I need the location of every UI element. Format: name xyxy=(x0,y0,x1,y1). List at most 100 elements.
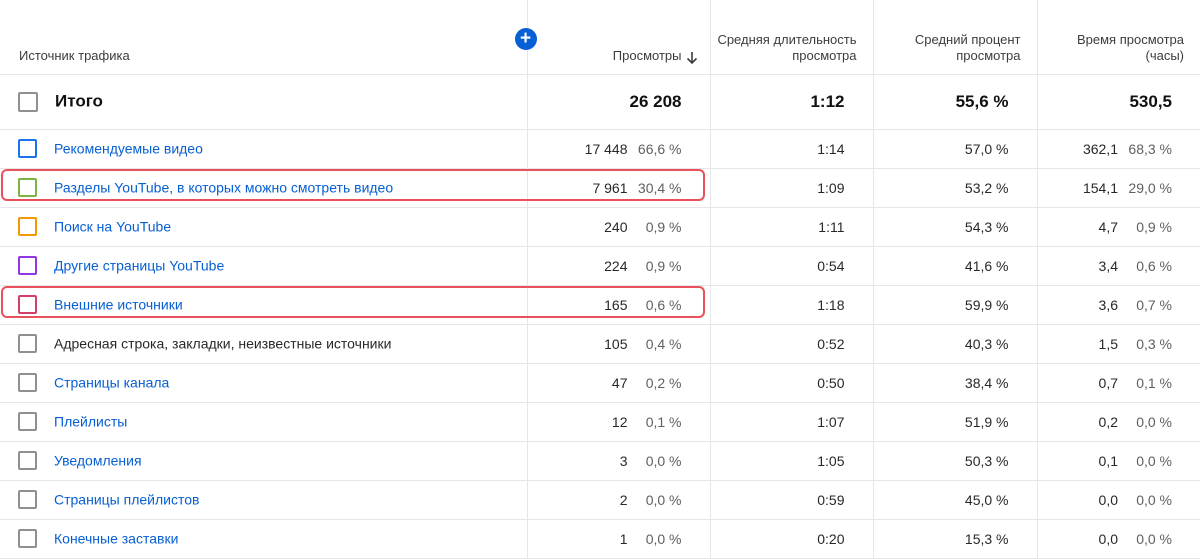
views-percent: 0,0 % xyxy=(645,530,682,547)
views-value: 224 xyxy=(604,257,628,274)
column-header-source: Источник трафика + xyxy=(0,0,537,75)
avg-percent-cell: 41,6 % xyxy=(872,246,1037,286)
avg-duration-cell: 0:52 xyxy=(709,324,873,364)
source-label[interactable]: Конечные заставки xyxy=(54,530,179,547)
views-percent: 0,1 % xyxy=(645,413,682,430)
avg-percent-cell: 40,3 % xyxy=(872,324,1037,364)
table-row: Внешние источники 165 0,6 % 1:18 59,9 % 3… xyxy=(0,285,1200,325)
row-checkbox[interactable] xyxy=(18,529,37,548)
views-cell: 1 0,0 % xyxy=(526,519,710,559)
views-percent: 0,6 % xyxy=(645,296,682,313)
views-percent: 0,0 % xyxy=(645,452,682,469)
views-percent: 0,4 % xyxy=(645,335,682,352)
avg-percent-cell: 51,9 % xyxy=(872,402,1037,442)
avg-percent-cell: 53,2 % xyxy=(872,168,1037,208)
row-checkbox[interactable] xyxy=(18,178,37,197)
source-label[interactable]: Страницы плейлистов xyxy=(54,491,200,508)
row-checkbox[interactable] xyxy=(18,139,37,158)
source-label[interactable]: Внешние источники xyxy=(54,296,183,313)
watch-time-percent: 0,1 % xyxy=(1136,374,1172,391)
source-cell: Страницы плейлистов xyxy=(0,480,527,520)
column-header-avg-percent[interactable]: Средний процент просмотра xyxy=(872,0,1037,75)
watch-time-value: 0,0 xyxy=(1098,491,1118,508)
watch-time-value: 1,5 xyxy=(1098,335,1118,352)
views-value: 17 448 xyxy=(584,140,628,157)
source-cell: Плейлисты xyxy=(0,402,527,442)
column-header-avg-percent-label: Средний процент просмотра xyxy=(914,31,1021,63)
row-checkbox[interactable] xyxy=(18,451,37,470)
watch-time-percent: 0,0 % xyxy=(1136,452,1172,469)
source-cell: Разделы YouTube, в которых можно смотрет… xyxy=(0,168,527,208)
views-value: 240 xyxy=(604,218,628,235)
watch-time-percent: 0,0 % xyxy=(1136,491,1172,508)
views-cell: 47 0,2 % xyxy=(526,363,710,403)
watch-time-value: 0,0 xyxy=(1098,530,1118,547)
column-header-views[interactable]: Просмотры xyxy=(526,0,710,75)
source-label[interactable]: Страницы канала xyxy=(54,374,170,391)
table-row: Страницы канала 47 0,2 % 0:50 38,4 % 0,7 0… xyxy=(0,363,1200,403)
source-cell: Конечные заставки xyxy=(0,519,527,559)
views-value: 3 xyxy=(619,452,628,469)
row-checkbox[interactable] xyxy=(18,412,37,431)
source-label[interactable]: Рекомендуемые видео xyxy=(54,140,203,157)
table-row: Адресная строка, закладки, неизвестные и… xyxy=(0,324,1200,364)
views-cell: 240 0,9 % xyxy=(526,207,710,247)
source-cell: Поиск на YouTube xyxy=(0,207,527,247)
watch-time-percent: 0,0 % xyxy=(1136,530,1172,547)
views-value: 2 xyxy=(619,491,628,508)
source-label[interactable]: Другие страницы YouTube xyxy=(54,257,225,274)
avg-duration-cell: 1:14 xyxy=(709,129,873,169)
source-label[interactable]: Плейлисты xyxy=(54,413,128,430)
watch-time-cell: 0,0 0,0 % xyxy=(1036,519,1200,559)
source-label[interactable]: Разделы YouTube, в которых можно смотрет… xyxy=(54,179,394,196)
watch-time-percent: 0,3 % xyxy=(1136,335,1172,352)
views-cell: 2 0,0 % xyxy=(526,480,710,520)
table-header-row: Источник трафика + Просмотры Средняя дли… xyxy=(0,0,1200,75)
source-label[interactable]: Поиск на YouTube xyxy=(54,218,172,235)
column-header-views-label: Просмотры xyxy=(612,47,682,63)
views-cell: 165 0,6 % xyxy=(526,285,710,325)
views-cell: 224 0,9 % xyxy=(526,246,710,286)
avg-duration-cell: 1:18 xyxy=(709,285,873,325)
total-avg-percent: 55,6 % xyxy=(872,74,1037,130)
row-checkbox[interactable] xyxy=(18,334,37,353)
views-value: 7 961 xyxy=(592,179,628,196)
watch-time-percent: 0,9 % xyxy=(1136,218,1172,235)
total-watch-time: 530,5 xyxy=(1036,74,1200,130)
watch-time-percent: 29,0 % xyxy=(1128,179,1172,196)
watch-time-percent: 0,7 % xyxy=(1136,296,1172,313)
source-label[interactable]: Уведомления xyxy=(54,452,142,469)
row-checkbox[interactable] xyxy=(18,295,37,314)
avg-percent-cell: 50,3 % xyxy=(872,441,1037,481)
total-row: Итого 26 208 1:12 55,6 % 530,5 xyxy=(0,74,1200,130)
views-value: 47 xyxy=(611,374,628,391)
row-checkbox[interactable] xyxy=(18,490,37,509)
column-header-avg-duration-label: Средняя длительность просмотра xyxy=(717,31,857,63)
total-checkbox[interactable] xyxy=(18,91,38,112)
views-percent: 0,2 % xyxy=(645,374,682,391)
avg-percent-cell: 54,3 % xyxy=(872,207,1037,247)
views-cell: 7 961 30,4 % xyxy=(526,168,710,208)
column-header-watch-time[interactable]: Время просмотра (часы) xyxy=(1036,0,1200,75)
row-checkbox[interactable] xyxy=(18,217,37,236)
avg-percent-cell: 38,4 % xyxy=(872,363,1037,403)
avg-duration-cell: 1:05 xyxy=(709,441,873,481)
source-cell: Адресная строка, закладки, неизвестные и… xyxy=(0,324,527,364)
sort-down-icon[interactable] xyxy=(686,51,698,65)
avg-percent-cell: 59,9 % xyxy=(872,285,1037,325)
row-checkbox[interactable] xyxy=(18,256,37,275)
watch-time-value: 3,6 xyxy=(1098,296,1118,313)
table-row: Плейлисты 12 0,1 % 1:07 51,9 % 0,2 0,0 % xyxy=(0,402,1200,442)
watch-time-cell: 1,5 0,3 % xyxy=(1036,324,1200,364)
table-row: Конечные заставки 1 0,0 % 0:20 15,3 % 0,0… xyxy=(0,519,1200,559)
watch-time-cell: 362,1 68,3 % xyxy=(1036,129,1200,169)
watch-time-value: 0,2 xyxy=(1098,413,1118,430)
views-value: 12 xyxy=(611,413,628,430)
avg-duration-cell: 0:59 xyxy=(709,480,873,520)
table-row: Уведомления 3 0,0 % 1:05 50,3 % 0,1 0,0 % xyxy=(0,441,1200,481)
total-avg-duration: 1:12 xyxy=(709,74,873,130)
row-checkbox[interactable] xyxy=(18,373,37,392)
source-cell: Уведомления xyxy=(0,441,527,481)
watch-time-value: 362,1 xyxy=(1082,140,1118,157)
column-header-avg-duration[interactable]: Средняя длительность просмотра xyxy=(709,0,873,75)
